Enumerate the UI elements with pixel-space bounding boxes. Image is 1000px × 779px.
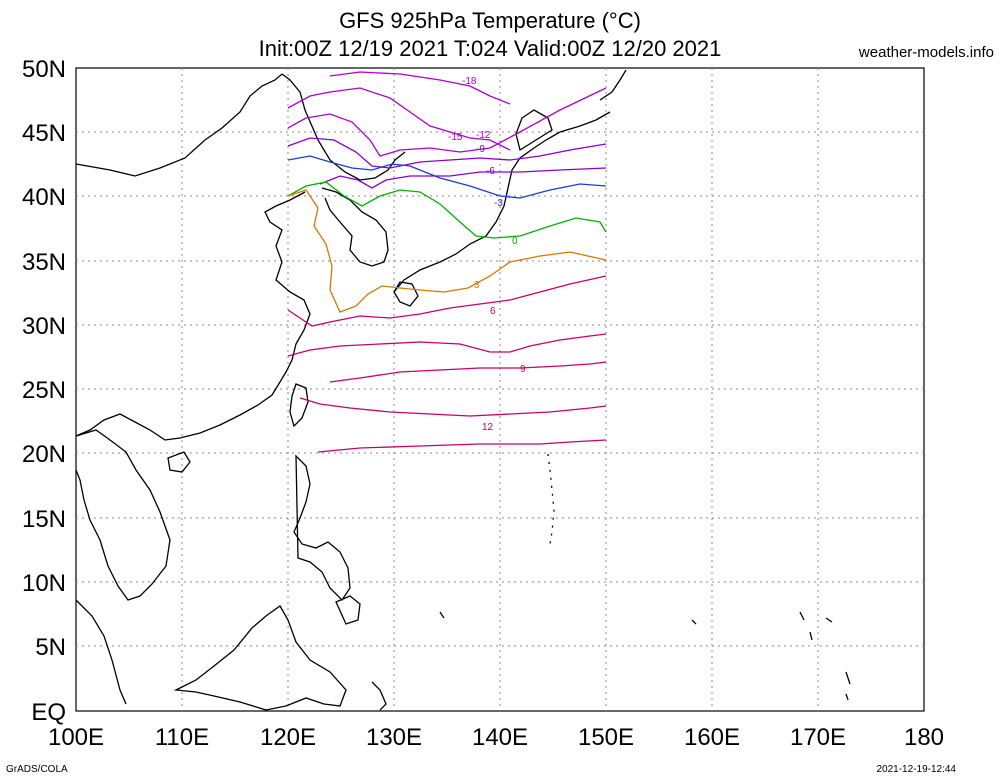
coastline-indochina [75,429,171,601]
x-label-180: 180 [904,724,944,751]
coastline-hokkaido [515,109,553,152]
gridlines [76,68,924,711]
y-label-eq: EQ [31,699,66,726]
coastline-mindanao [335,595,361,625]
contour-minus6 [319,167,607,189]
contour-plus6 [287,275,607,327]
y-label-45n: 45N [22,120,66,147]
x-label-150e: 150E [578,724,634,751]
coastline-north [75,73,283,177]
contour-label-minus6: -6 [486,166,495,177]
contour-label-minus9: -9 [476,144,485,155]
contour-label-minus18: -18 [462,76,477,87]
contour-label-minus3: -3 [494,198,503,209]
x-label-140e: 140E [472,724,528,751]
contour-plus3 [287,189,607,313]
x-label-100e: 100E [48,724,104,751]
coastline-malay [75,599,127,705]
contour-plus9 [329,361,607,383]
y-label-5n: 5N [35,634,66,661]
coastline-korea [321,187,389,267]
y-axis-labels: 50N 45N 40N 35N 30N 25N 20N 15N 10N 5N E… [22,56,66,726]
map-subtitle: Init:00Z 12/19 2021 T:024 Valid:00Z 12/2… [258,36,722,61]
contour-plus12b [317,439,607,453]
coastline-japan-honshu [393,131,561,293]
x-label-160e: 160E [684,724,740,751]
coastline-marianas [547,453,555,545]
temperature-contours [287,71,607,453]
contour-label-minus15: -15 [448,132,463,143]
contour-label-plus12: 12 [482,422,494,433]
contour-minus3 [287,155,607,199]
y-label-20n: 20N [22,441,66,468]
contour-minus9 [287,137,607,169]
coastline-taiwan [289,383,309,428]
contour-label-plus9: 9 [520,364,526,375]
contour-zero [287,181,607,239]
contour-plus7 [287,333,607,357]
contour-label-minus12: -12 [476,130,491,141]
x-label-110e: 110E [155,724,209,751]
coastline-philippines [293,454,351,602]
coastline-sakhalin-kurils [559,111,611,133]
coastlines [75,69,851,711]
contour-label-plus3: 3 [474,280,480,291]
x-label-120e: 120E [260,724,316,751]
contour-labels: -18 -15 -12 -9 -6 -3 0 3 6 9 12 [448,76,526,433]
map-title: GFS 925hPa Temperature (°C) [339,8,641,33]
x-label-170e: 170E [790,724,846,751]
coastline-kamchatka-edge [599,69,627,101]
y-label-40n: 40N [22,184,66,211]
contour-minus15 [287,87,511,151]
contour-minus18 [329,71,511,105]
coastline-kyushu [393,281,419,307]
x-label-130e: 130E [366,724,422,751]
contour-plus12a [299,397,607,417]
y-label-30n: 30N [22,313,66,340]
footer-timestamp: 2021-12-19-12:44 [876,764,956,775]
y-label-15n: 15N [22,506,66,533]
contour-minus12 [287,87,607,157]
y-label-35n: 35N [22,249,66,276]
footer-software: GrADS/COLA [6,764,68,775]
coastline-hainan [167,451,191,473]
coastline-sulawesi [371,681,387,711]
y-label-25n: 25N [22,377,66,404]
coastline-china [75,191,311,441]
y-label-50n: 50N [22,56,66,83]
coastline-marshall-islands [799,611,851,701]
contour-label-plus6: 6 [490,306,496,317]
y-label-10n: 10N [22,570,66,597]
coastline-borneo [173,605,347,711]
x-axis-labels: 100E 110E 120E 130E 140E 150E 160E 170E … [48,724,944,751]
brand-label: weather-models.info [858,44,994,61]
contour-label-zero: 0 [512,236,518,247]
coastline-small-islands [439,611,697,625]
